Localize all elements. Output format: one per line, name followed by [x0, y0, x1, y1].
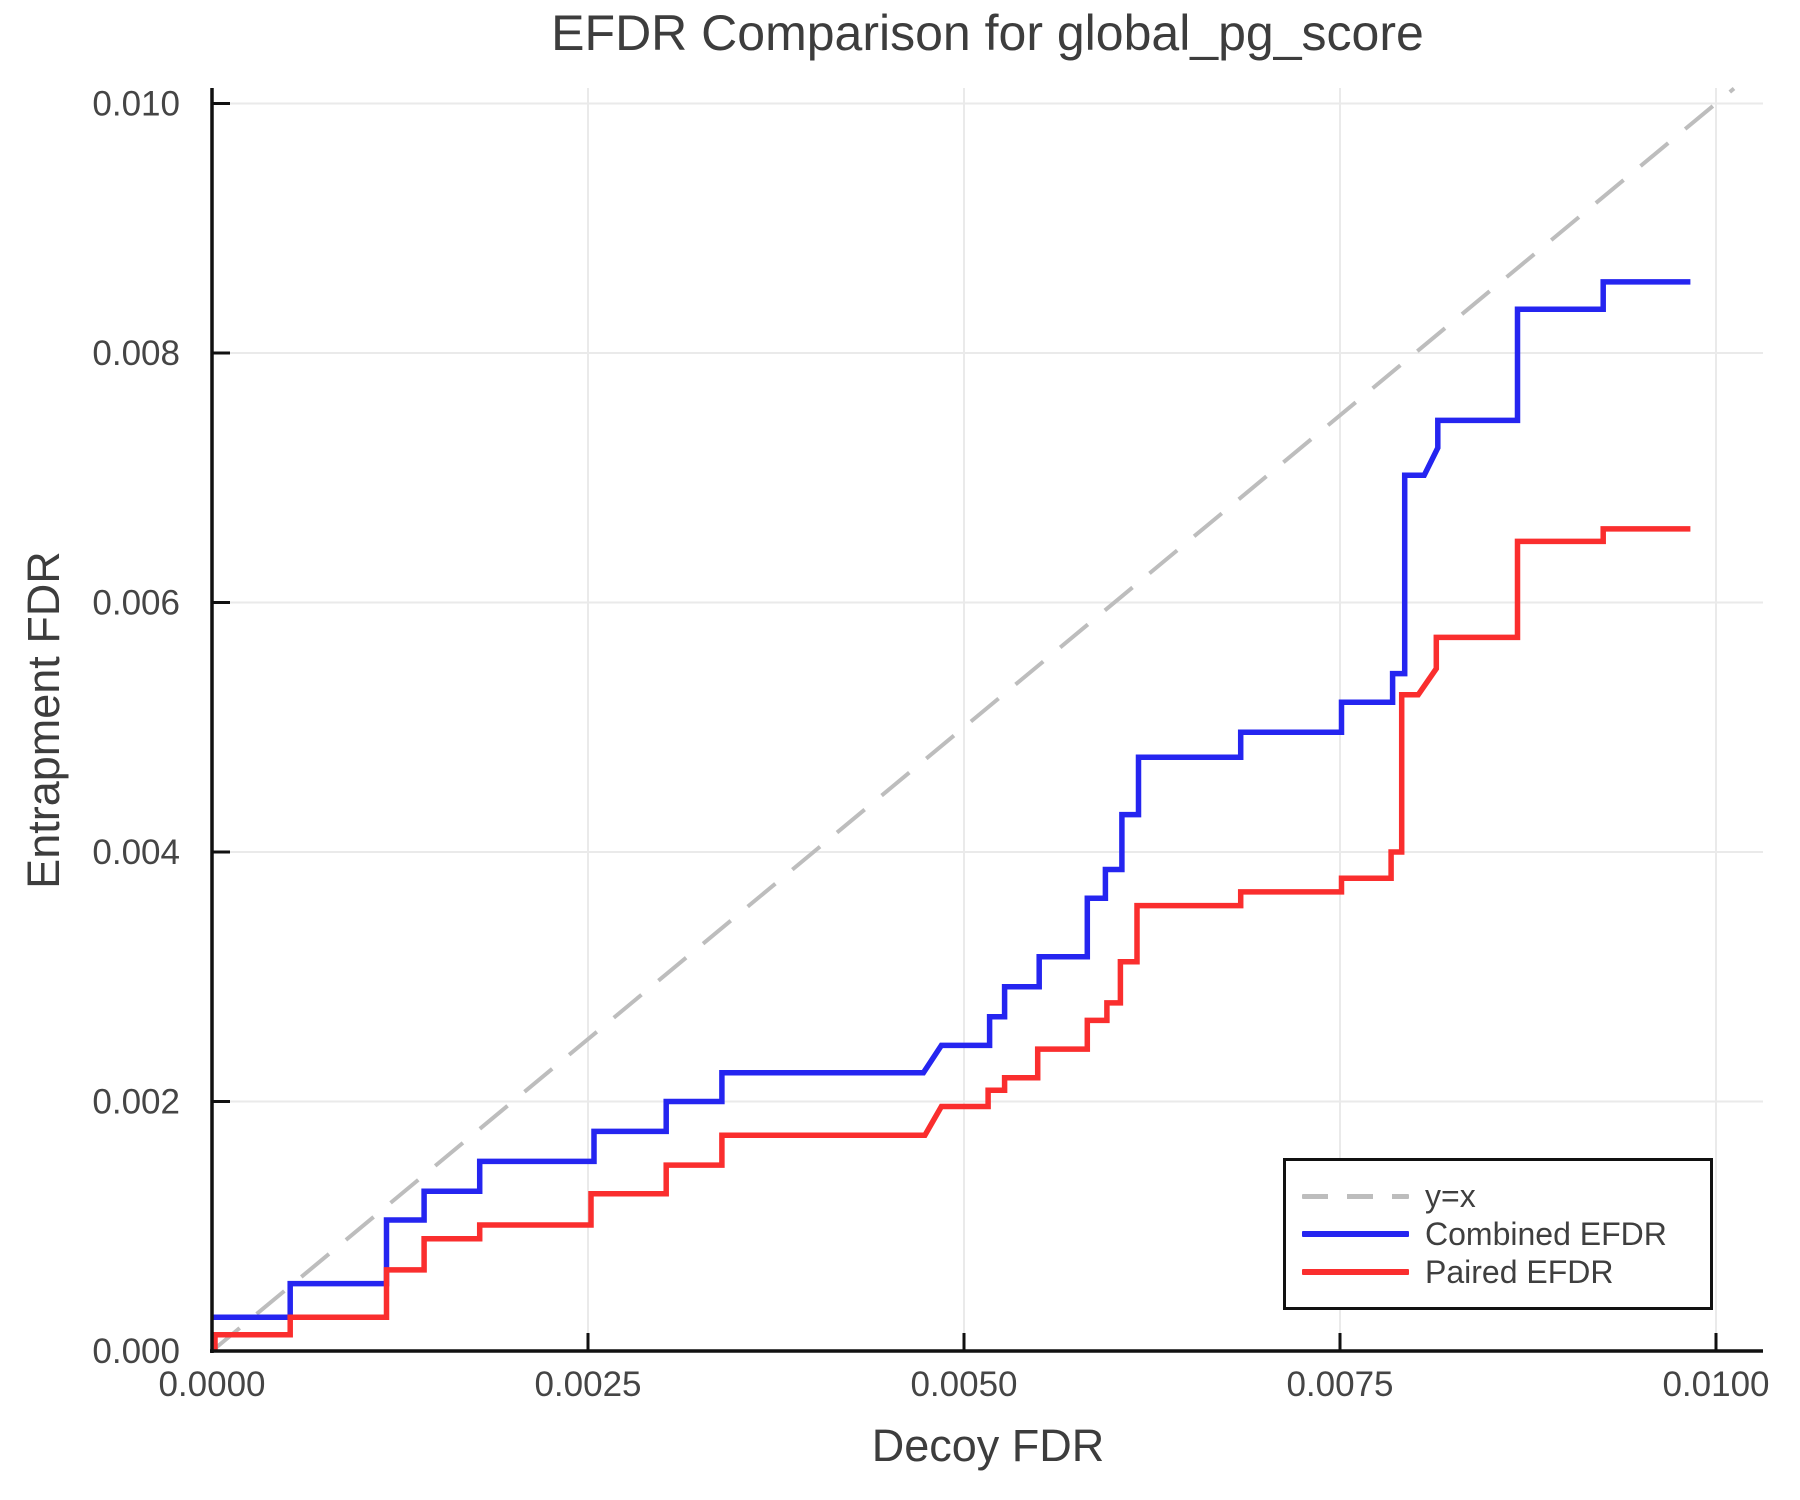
x-tick-label: 0.0000: [158, 1365, 265, 1404]
legend-item-paired: Paired EFDR: [1302, 1253, 1710, 1291]
x-tick-label: 0.0075: [1286, 1365, 1393, 1404]
y-tick-label: 0.006: [92, 584, 180, 623]
y-tick-label: 0.010: [92, 85, 180, 124]
paired-efdr-swatch: [1302, 1269, 1409, 1275]
x-tick-label: 0.0100: [1662, 1365, 1769, 1404]
y-tick-label: 0.002: [92, 1083, 180, 1122]
paired-efdr-line: [212, 526, 1691, 1351]
legend-label: Combined EFDR: [1425, 1216, 1667, 1252]
y-axis-title: Entrapment FDR: [18, 551, 69, 889]
x-tick-label: 0.0050: [910, 1365, 1017, 1404]
identity-line: [210, 86, 1736, 1353]
legend-item-identity: y=x: [1302, 1177, 1710, 1215]
y-tick-label: 0.000: [92, 1332, 180, 1371]
legend: y=x Combined EFDR Paired EFDR: [1283, 1158, 1713, 1310]
x-tick-label: 0.0025: [534, 1365, 641, 1404]
y-tick-label: 0.004: [92, 833, 180, 872]
legend-label: Paired EFDR: [1425, 1254, 1614, 1290]
combined-efdr-swatch: [1302, 1231, 1409, 1237]
legend-label: y=x: [1425, 1178, 1476, 1214]
identity-line-swatch: [1302, 1193, 1409, 1199]
chart-title: EFDR Comparison for global_pg_score: [551, 5, 1424, 61]
y-tick-label: 0.008: [92, 334, 180, 373]
combined-efdr-line: [212, 279, 1691, 1321]
x-axis-title: Decoy FDR: [871, 1420, 1105, 1471]
legend-item-combined: Combined EFDR: [1302, 1215, 1710, 1253]
